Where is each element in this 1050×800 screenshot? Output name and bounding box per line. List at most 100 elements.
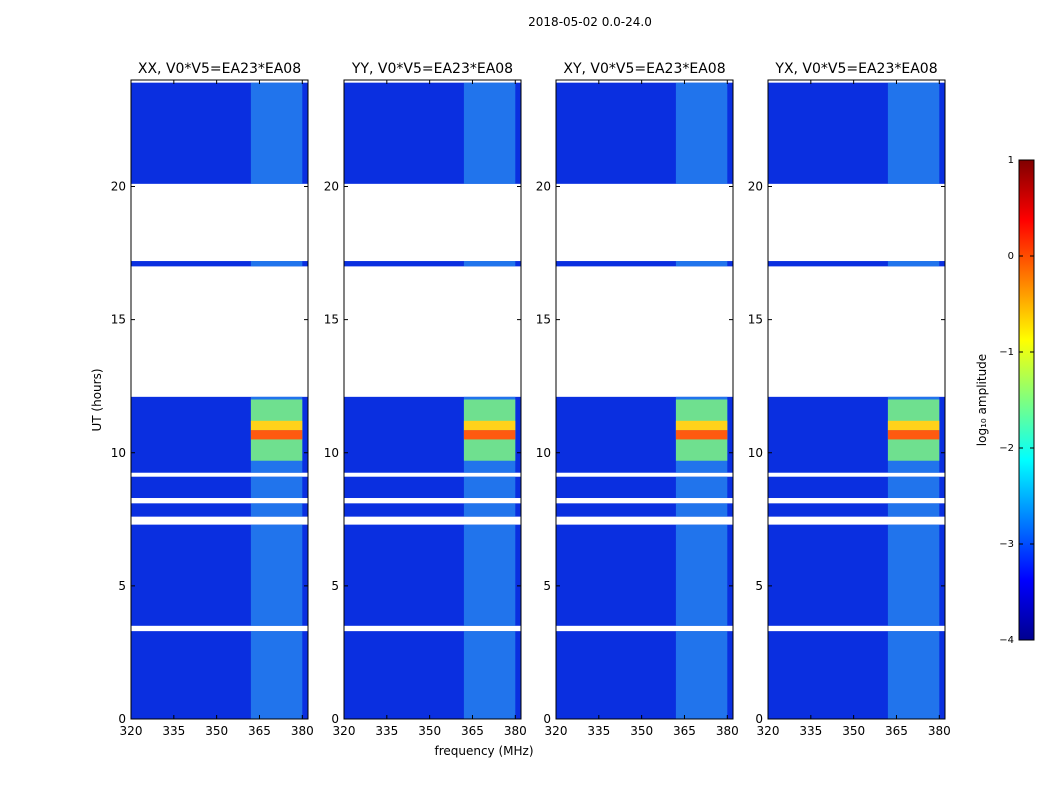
y-tick-label: 10 [324,446,339,460]
rfi-peak [463,420,516,431]
x-tick-label: 320 [333,724,356,738]
rfi-peak [887,430,940,440]
y-tick-label: 5 [331,579,339,593]
x-tick-label: 365 [673,724,696,738]
panel-title: YX, V0*V5=EA23*EA08 [774,61,937,77]
rfi-band [250,524,303,626]
rfi-peak [463,430,516,440]
rfi-band [250,503,303,517]
rfi-band [250,476,303,499]
rfi-band [463,503,516,517]
colorbar-tick-label: 0 [1008,251,1014,262]
rfi-peak [675,430,728,440]
x-tick-label: 320 [757,724,780,738]
x-axis-label: frequency (MHz) [434,744,533,758]
rfi-band [250,82,303,184]
rfi-band [463,631,516,719]
y-tick-label: 0 [331,712,339,726]
y-axis-label: UT (hours) [90,368,104,431]
rfi-band [887,476,940,499]
y-tick-label: 15 [536,313,551,327]
rfi-band [463,476,516,499]
colorbar-tick-label: −2 [999,443,1014,454]
rfi-band [675,476,728,499]
panel-title: XX, V0*V5=EA23*EA08 [138,61,301,77]
x-tick-label: 380 [291,724,314,738]
y-tick-label: 15 [324,313,339,327]
x-tick-label: 380 [928,724,951,738]
panel-frame [130,79,309,720]
rfi-peak [250,430,303,440]
y-tick-label: 15 [111,313,126,327]
x-tick-label: 365 [248,724,271,738]
colorbar-tick-label: −4 [999,635,1014,646]
colorbar-tick-label: −3 [999,539,1014,550]
panel-title: XY, V0*V5=EA23*EA08 [563,61,725,77]
panel-frame [767,79,946,720]
y-tick-label: 0 [118,712,126,726]
panel-yy: YY, V0*V5=EA23*EA08 320 335 350 365 380 0 5 10 15… [324,61,527,738]
rfi-band [463,82,516,184]
data-segment [344,261,521,267]
x-tick-label: 350 [842,724,865,738]
panel-frame [343,79,522,720]
x-tick-label: 380 [716,724,739,738]
data-segment [768,261,945,267]
x-tick-label: 320 [120,724,143,738]
y-tick-label: 10 [748,446,763,460]
x-tick-label: 365 [885,724,908,738]
rfi-peak [675,420,728,431]
y-tick-label: 20 [748,180,763,194]
y-tick-label: 20 [324,180,339,194]
y-tick-label: 10 [111,446,126,460]
y-tick-label: 20 [536,180,551,194]
rfi-band [250,261,303,267]
rfi-band [887,631,940,719]
y-tick-label: 20 [111,180,126,194]
rfi-band [887,503,940,517]
rfi-peak [887,420,940,431]
y-tick-label: 5 [543,579,551,593]
y-tick-label: 5 [118,579,126,593]
x-tick-label: 335 [375,724,398,738]
colorbar-tick-label: −1 [999,347,1014,358]
x-tick-label: 335 [587,724,610,738]
rfi-band [887,524,940,626]
x-tick-label: 350 [630,724,653,738]
rfi-band [675,503,728,517]
rfi-band [675,261,728,267]
panel-xy: XY, V0*V5=EA23*EA08 320 335 350 365 380 0 5 10 15… [536,61,739,738]
colorbar-gradient [1018,159,1035,641]
x-tick-label: 320 [545,724,568,738]
y-tick-label: 0 [755,712,763,726]
rfi-band [250,631,303,719]
y-tick-label: 15 [748,313,763,327]
panel-xx: XX, V0*V5=EA23*EA08 320 335 350 365 380 0 5 10 15… [111,61,314,738]
rfi-band [887,261,940,267]
panel-frame [555,79,734,720]
x-tick-label: 335 [162,724,185,738]
colorbar-label: log₁₀ amplitude [975,354,989,446]
x-tick-label: 350 [418,724,441,738]
y-tick-label: 5 [755,579,763,593]
figure-title: 2018-05-02 0.0-24.0 [528,15,652,29]
panel-yx: YX, V0*V5=EA23*EA08 320 335 350 365 380 0 5 10 15… [748,61,951,738]
rfi-peak [250,420,303,431]
x-tick-label: 365 [461,724,484,738]
rfi-band [675,82,728,184]
panel-title: YY, V0*V5=EA23*EA08 [351,61,513,77]
colorbar: 1 0 −1 −2 −3 −4 log₁₀ amplitude [975,155,1035,646]
rfi-band [675,524,728,626]
y-tick-label: 0 [543,712,551,726]
rfi-band [463,524,516,626]
rfi-band [463,261,516,267]
rfi-band [675,631,728,719]
x-tick-label: 350 [205,724,228,738]
x-tick-label: 335 [799,724,822,738]
x-tick-label: 380 [504,724,527,738]
data-segment [131,261,308,267]
data-segment [556,261,733,267]
colorbar-tick-label: 1 [1008,155,1014,166]
rfi-band [887,82,940,184]
